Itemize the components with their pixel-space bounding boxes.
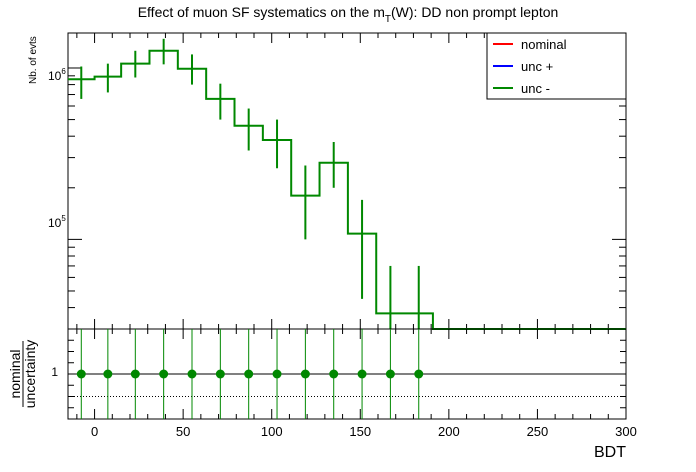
legend: nominal unc + unc -	[486, 32, 627, 100]
title-rest: (W): DD non prompt lepton	[391, 4, 558, 20]
title-main: Effect of muon SF systematics on the m	[138, 4, 385, 20]
x-tick-label-50: 50	[176, 424, 190, 439]
ratio-point-11	[385, 369, 395, 379]
ratio-point-1	[103, 369, 113, 379]
main-histogram	[68, 49, 626, 330]
y-tick-1e6-exp: 6	[61, 67, 66, 76]
title-subscript: T	[385, 14, 391, 25]
y-tick-1e6-base: 10	[48, 69, 62, 83]
ratio-point-10	[357, 369, 367, 379]
x-tick-label-100: 100	[261, 424, 283, 439]
x-tick-label-150: 150	[349, 424, 371, 439]
x-tick-label-0: 0	[91, 424, 98, 439]
x-tick-label-250: 250	[527, 424, 549, 439]
y-axis-label: Nb. of evts	[28, 36, 39, 84]
ratio-point-8	[300, 369, 310, 379]
legend-label-unc-minus: unc -	[521, 81, 550, 96]
ratio-point-5	[215, 369, 225, 379]
ratio-point-12	[414, 369, 424, 379]
ratio-point-3	[159, 369, 169, 379]
x-tick-label-300: 300	[615, 424, 637, 439]
histogram-step-line	[68, 49, 626, 330]
ratio-point-7	[272, 369, 282, 379]
x-axis-label: BDT	[594, 444, 626, 461]
ratio-point-0	[76, 369, 86, 379]
ratio-point-2	[130, 369, 140, 379]
ratio-tick-group	[68, 328, 627, 420]
x-tick-labels: 0 50 100 150 200 250 300	[91, 424, 637, 439]
x-tick-label-200: 200	[438, 424, 460, 439]
ratio-y-label-numerator: nominal	[7, 349, 23, 398]
ratio-point-6	[244, 369, 254, 379]
y-tick-1e5-base: 10	[48, 216, 62, 230]
y-tick-1e5-exp: 5	[61, 214, 66, 223]
legend-label-unc-plus: unc +	[521, 59, 553, 74]
chart-title: Effect of muon SF systematics on the mT(…	[138, 4, 559, 25]
ratio-points	[76, 329, 424, 419]
y-tick-label-1e6: 106	[48, 67, 66, 83]
ratio-y-label: nominal uncertainty	[7, 340, 38, 408]
ratio-y-label-denominator: uncertainty	[22, 340, 38, 408]
legend-label-nominal: nominal	[521, 37, 567, 52]
main-error-bars	[80, 38, 420, 329]
ratio-y-tick-label-1: 1	[51, 365, 58, 379]
ratio-point-4	[187, 369, 197, 379]
ratio-point-9	[329, 369, 339, 379]
y-tick-label-1e5: 105	[48, 214, 66, 230]
